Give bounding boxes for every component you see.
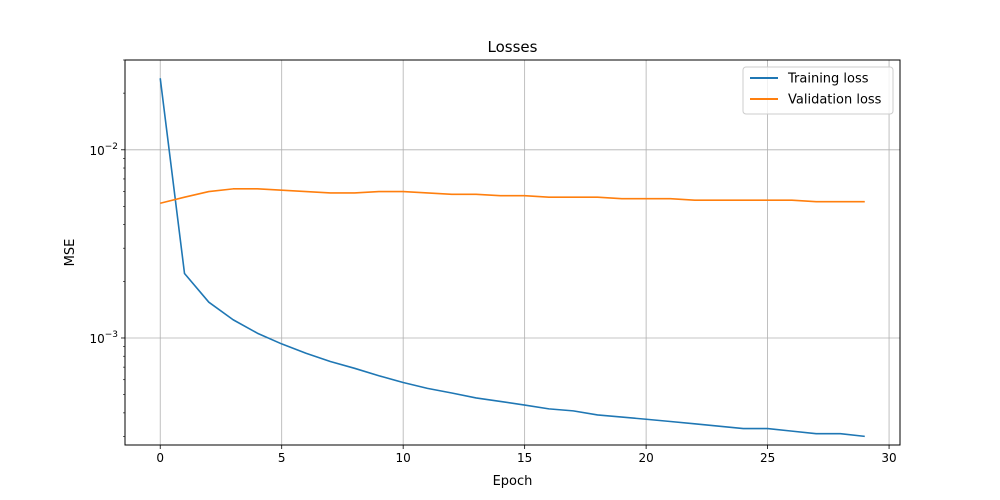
x-tick-label: 5 (278, 451, 286, 465)
legend-label-training-loss: Training loss (787, 72, 869, 87)
chart-title: Losses (488, 38, 538, 56)
x-tick-label: 15 (517, 451, 532, 465)
legend-box (742, 66, 894, 115)
legend-label-validation-loss: Validation loss (788, 93, 882, 108)
x-axis-label: Epoch (493, 474, 533, 489)
y-tick-label: 10−3 (89, 330, 118, 346)
x-tick-label: 10 (396, 451, 411, 465)
plot-frame (124, 59, 901, 446)
axis-ticks: 0 5 10 15 20 25 30 10−3 10−2 (89, 59, 897, 465)
plot-series (159, 78, 865, 438)
x-tick-label: 20 (638, 451, 653, 465)
series-line-training-loss (159, 78, 865, 438)
legend: Training loss Validation loss (742, 66, 894, 115)
y-tick-label: 10−2 (89, 142, 118, 158)
x-tick-label: 30 (881, 451, 896, 465)
series-line-validation-loss (160, 188, 865, 205)
x-tick-label: 25 (760, 451, 775, 465)
grid-lines (125, 60, 900, 445)
x-tick-label: 0 (156, 451, 164, 465)
y-axis-label: MSE (63, 239, 78, 267)
